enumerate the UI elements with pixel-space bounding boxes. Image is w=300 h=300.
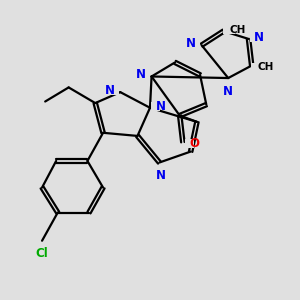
Text: O: O [190, 137, 200, 150]
Text: N: N [105, 84, 115, 97]
FancyBboxPatch shape [185, 140, 194, 148]
Text: Cl: Cl [36, 247, 48, 260]
Text: N: N [223, 85, 233, 98]
Text: CH: CH [229, 25, 245, 34]
FancyBboxPatch shape [223, 26, 236, 34]
FancyBboxPatch shape [110, 86, 119, 95]
FancyBboxPatch shape [250, 33, 259, 42]
Text: N: N [254, 31, 264, 44]
Text: N: N [186, 37, 196, 50]
FancyBboxPatch shape [192, 39, 200, 48]
Text: N: N [156, 100, 166, 113]
FancyBboxPatch shape [142, 70, 150, 79]
Text: N: N [156, 169, 166, 182]
FancyBboxPatch shape [151, 102, 160, 111]
FancyBboxPatch shape [224, 80, 233, 89]
FancyBboxPatch shape [251, 63, 264, 71]
Text: CH: CH [257, 62, 274, 72]
FancyBboxPatch shape [157, 165, 165, 174]
FancyBboxPatch shape [36, 243, 48, 251]
Text: N: N [136, 68, 146, 81]
